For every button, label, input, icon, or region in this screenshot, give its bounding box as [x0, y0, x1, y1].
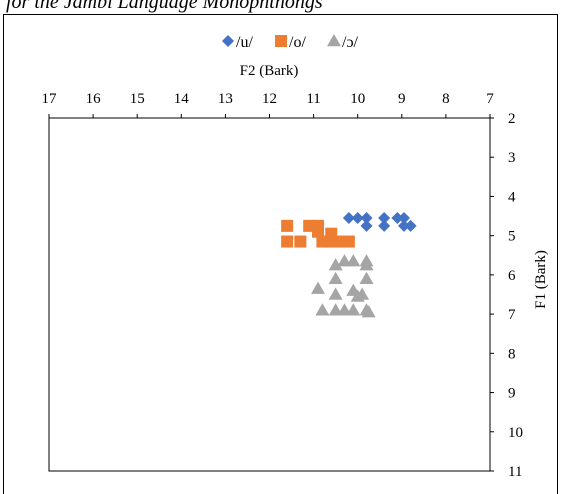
x-tick-label: 16: [86, 91, 102, 107]
x-axis-label: F2 (Bark): [240, 63, 299, 79]
x-tick-label: 11: [306, 91, 320, 107]
data-point: [360, 219, 373, 232]
y-tick-label: 2: [508, 111, 516, 127]
data-point: [361, 305, 376, 318]
y-tick-label: 4: [508, 189, 516, 205]
x-tick-label: 14: [174, 91, 190, 107]
legend-label: /u/: [236, 34, 253, 51]
y-tick-label: 10: [508, 425, 523, 441]
x-tick-label: 7: [486, 91, 494, 107]
x-tick-label: 13: [218, 91, 233, 107]
data-point: [328, 287, 343, 300]
data-point: [346, 303, 361, 316]
data-point: [404, 219, 417, 232]
legend-marker: [327, 34, 341, 47]
data-point: [342, 212, 355, 225]
data-point: [342, 235, 355, 248]
y-tick-label: 7: [508, 307, 516, 323]
chart-frame: [3, 14, 558, 494]
data-point: [328, 258, 343, 271]
data-point: [294, 235, 307, 248]
y-tick-label: 6: [508, 268, 516, 284]
figure-caption: for the Jambi Language Monophthongs: [6, 0, 323, 13]
x-tick-label: 10: [350, 91, 365, 107]
x-axis: 17 16 15 14 13 12 11 10 9 8 7 F2 (Bark): [42, 63, 494, 118]
y-tick-label: 3: [508, 150, 516, 166]
data-point: [359, 271, 374, 285]
data-point: [359, 258, 374, 271]
x-tick-label: 17: [42, 91, 58, 107]
y-tick-label: 8: [508, 346, 516, 362]
data-point: [360, 212, 373, 225]
y-tick-label: 5: [508, 229, 516, 245]
data-point: [346, 254, 361, 267]
y-axis-label: F1 (Bark): [533, 250, 549, 309]
data-point: [281, 235, 294, 248]
x-tick-label: 12: [262, 91, 277, 107]
data-point: [337, 254, 352, 267]
y-tick-label: 11: [508, 464, 522, 480]
data-point: [351, 212, 364, 225]
x-tick-label: 9: [398, 91, 406, 107]
legend-marker: [275, 35, 287, 47]
plot-area: [48, 117, 491, 472]
legend: /u/ /o/ /ɔ/: [222, 34, 359, 51]
data-point: [281, 219, 294, 232]
data-point: [328, 303, 343, 316]
data-point: [398, 219, 411, 232]
data-point: [337, 303, 352, 316]
x-tick-label: 15: [130, 91, 145, 107]
data-point: [328, 271, 343, 285]
legend-label: /o/: [289, 34, 306, 51]
data-point: [398, 212, 411, 225]
data-point: [312, 225, 325, 238]
data-points: [281, 212, 417, 318]
data-point: [311, 281, 326, 294]
x-tick-label: 8: [442, 91, 450, 107]
data-point: [391, 212, 404, 225]
y-axis: 2 3 4 5 6 7 8 9 10 11 F1 (Bark): [490, 111, 549, 480]
legend-marker: [222, 35, 234, 47]
data-point: [315, 303, 330, 316]
data-point: [378, 212, 391, 225]
data-point: [350, 289, 365, 302]
legend-label: /ɔ/: [342, 34, 359, 51]
data-point: [378, 219, 391, 232]
y-tick-label: 9: [508, 386, 516, 402]
